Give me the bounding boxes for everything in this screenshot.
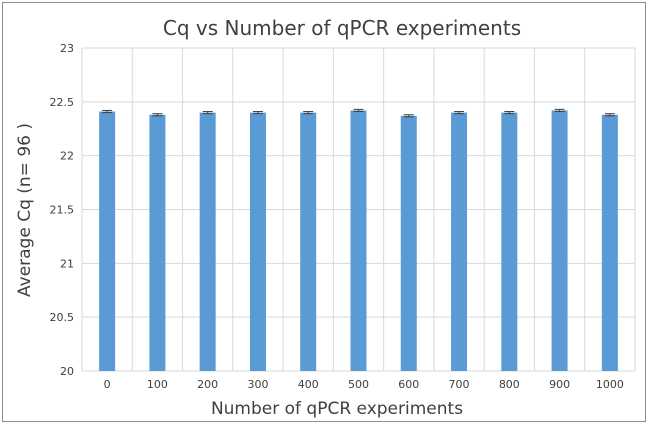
x-tick-label: 0 [104,378,111,391]
chart-title: Cq vs Number of qPCR experiments [163,16,521,40]
x-tick-label: 200 [197,378,218,391]
bars [99,108,618,372]
bar-1000 [601,114,618,372]
y-axis-label: Average Cq (n= 96 ) [15,123,35,297]
x-tick-label: 600 [398,378,419,391]
error-bar [554,108,565,113]
bar-700 [451,112,468,371]
bar-0 [99,111,116,372]
bar-200 [199,112,216,371]
bar-400 [300,112,317,371]
x-tick-label: 400 [298,378,319,391]
x-tick-label: 500 [348,378,369,391]
error-bar [504,111,515,115]
x-axis-ticks: 0 100 200 300 400 500 600 700 800 900 1000 [104,378,624,391]
error-bar [454,111,465,115]
x-tick-label: 800 [499,378,520,391]
chart-frame: Cq vs Number of qPCR experiments 20 20.5 2… [2,2,646,422]
bar-600 [400,115,417,371]
x-tick-label: 900 [549,378,570,391]
error-bar [102,109,113,114]
x-axis-label: Number of qPCR experiments [211,399,463,419]
error-bar [403,114,414,118]
y-tick-label: 22 [60,150,74,163]
bar-500 [350,110,367,372]
bar-800 [501,112,518,371]
x-tick-label: 100 [147,378,168,391]
y-tick-label: 21 [60,257,74,270]
bar-chart: Cq vs Number of qPCR experiments 2020.52… [15,16,636,419]
y-tick-label: 23 [60,42,74,55]
bar-900 [551,110,568,372]
error-bar [353,108,364,113]
y-tick-label: 21.5 [50,204,75,217]
error-bar [303,111,314,115]
y-axis-ticks: 20 20.5 21 21.5 22 22.5 23 [50,42,75,378]
x-tick-label: 1000 [596,378,624,391]
x-tick-label: 700 [449,378,470,391]
error-bar [202,111,213,115]
bar-100 [149,114,166,372]
error-bar [152,113,163,117]
y-tick-label: 20.5 [50,311,75,324]
bar-300 [249,112,266,371]
x-tick-label: 300 [247,378,268,391]
y-tick-label: 22.5 [50,96,75,109]
error-bar [604,113,615,117]
y-tick-label: 20 [60,365,74,378]
error-bar [252,111,263,115]
